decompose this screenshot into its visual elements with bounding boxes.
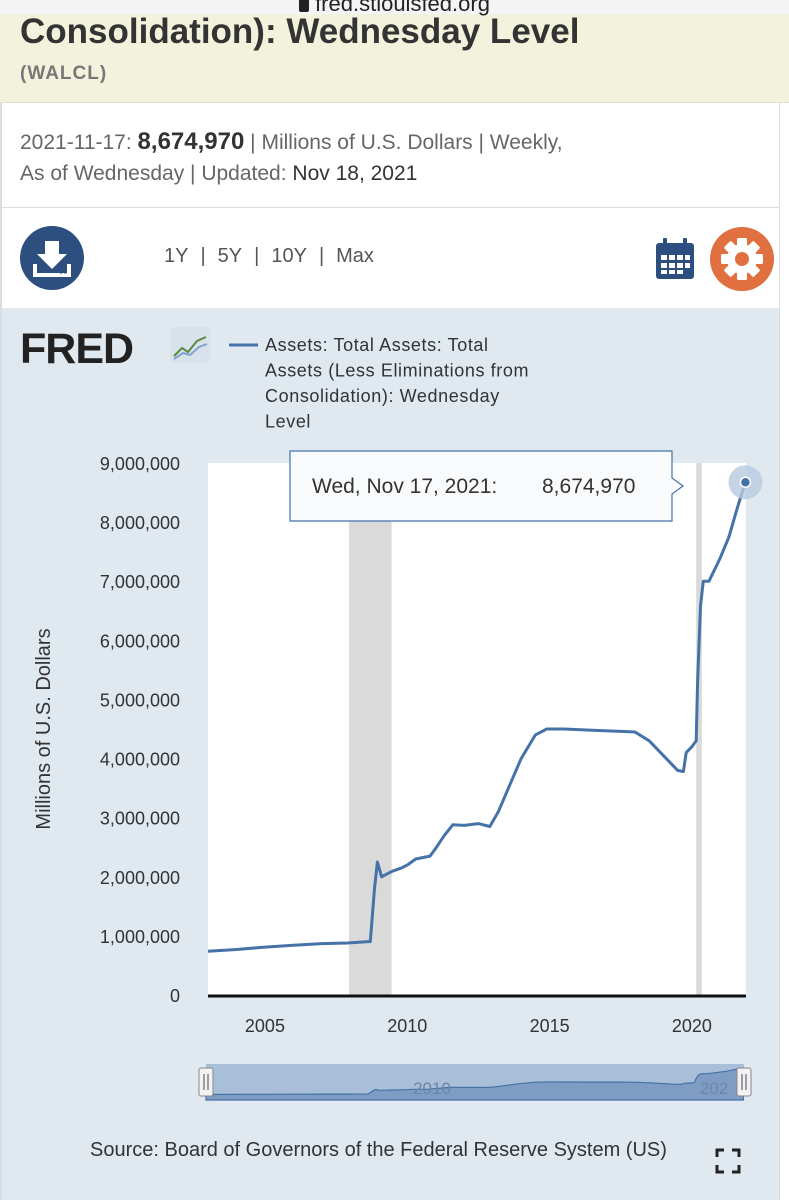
series-title-band: Consolidation): Wednesday Level (WALCL) bbox=[0, 0, 789, 103]
url-text: fred.stlouisfed.org bbox=[315, 0, 490, 16]
series-title: Consolidation): Wednesday Level bbox=[20, 12, 580, 51]
range-10y-button[interactable]: 10Y bbox=[271, 245, 307, 267]
calendar-icon bbox=[656, 238, 694, 279]
series-point-latest bbox=[739, 476, 752, 488]
navigator-handle-right-box bbox=[736, 1067, 752, 1097]
navigator-series bbox=[205, 1067, 745, 1101]
navigator-label: 2010 bbox=[413, 1079, 451, 1098]
source-note: Source: Board of Governors of the Federa… bbox=[90, 1139, 667, 1161]
series-code: (WALCL) bbox=[20, 63, 108, 84]
chart-panel: FRED Assets: Total Assets: Total Assets (… bbox=[2, 308, 779, 1200]
navigator-handle-left-box bbox=[198, 1067, 214, 1097]
navigator-handle-right bbox=[736, 1067, 752, 1097]
browser-url-bar[interactable]: fred.stlouisfed.org bbox=[0, 0, 789, 16]
tooltip-label: Wed, Nov 17, 2021: bbox=[312, 475, 497, 498]
recession-band-0 bbox=[348, 463, 392, 995]
x-tick-label-2: 2015 bbox=[530, 1016, 570, 1036]
y-axis-title: Millions of U.S. Dollars bbox=[33, 628, 55, 829]
navigator-label-2: 202 bbox=[700, 1079, 728, 1098]
y-tick-label-6: 3,000,000 bbox=[100, 809, 180, 829]
legend-line-3: Level bbox=[265, 412, 311, 432]
divider bbox=[2, 207, 779, 208]
y-tick-label-3: 6,000,000 bbox=[100, 631, 180, 651]
as-of-text: As of Wednesday | Updated: bbox=[20, 162, 287, 185]
navigator[interactable]: 2010 202 bbox=[198, 1064, 752, 1101]
fred-chart: FRED Assets: Total Assets: Total Assets (… bbox=[20, 325, 763, 1161]
x-tick-label-0: 2005 bbox=[245, 1016, 285, 1036]
y-tick-label-1: 8,000,000 bbox=[100, 513, 180, 533]
y-tick-label-4: 5,000,000 bbox=[100, 690, 180, 710]
frame-border-left bbox=[0, 103, 2, 1200]
legend-line-0: Assets: Total Assets: Total bbox=[265, 335, 489, 355]
lock-icon bbox=[299, 0, 310, 12]
download-icon bbox=[33, 241, 71, 277]
plot-background bbox=[208, 463, 746, 995]
legend-line-1: Assets (Less Eliminations from bbox=[265, 361, 529, 381]
series-meta: 2021-11-17: 8,674,970 | Millions of U.S.… bbox=[20, 126, 740, 189]
download-button[interactable] bbox=[20, 226, 84, 290]
y-tick-label-8: 1,000,000 bbox=[100, 927, 180, 947]
series-line bbox=[207, 481, 747, 953]
navigator-handle-left bbox=[198, 1067, 214, 1097]
fullscreen-icon bbox=[715, 1148, 741, 1174]
recession-band-1 bbox=[696, 463, 702, 995]
settings-button[interactable] bbox=[710, 227, 774, 291]
y-tick-label-2: 7,000,000 bbox=[100, 572, 180, 592]
tooltip: Wed, Nov 17, 2021: 8,674,970 bbox=[289, 450, 685, 522]
units-frequency: | Millions of U.S. Dollars | Weekly, bbox=[250, 131, 563, 154]
x-tick-label-1: 2010 bbox=[387, 1016, 427, 1036]
tooltip-value: 8,674,970 bbox=[542, 475, 635, 498]
fred-logo-text: FRED bbox=[20, 325, 133, 373]
y-tick-label-5: 4,000,000 bbox=[100, 750, 180, 770]
fullscreen-button[interactable] bbox=[715, 1148, 741, 1174]
gear-icon bbox=[721, 238, 763, 280]
range-max-button[interactable]: Max bbox=[336, 245, 374, 267]
plot-area: 9,000,000 8,000,000 7,000,000 6,000,000 5,00… bbox=[33, 454, 763, 1036]
legend-line-2: Consolidation): Wednesday bbox=[265, 386, 500, 406]
observation-value: 8,674,970 bbox=[137, 128, 245, 155]
calendar-button[interactable] bbox=[654, 237, 696, 281]
frame-border-right bbox=[779, 103, 789, 1200]
observation-date: 2021-11-17: bbox=[20, 131, 132, 154]
y-tick-label-0: 9,000,000 bbox=[100, 454, 180, 474]
y-tick-label-7: 2,000,000 bbox=[100, 868, 180, 888]
legend: Assets: Total Assets: Total Assets (Less … bbox=[265, 335, 529, 432]
updated-date: Nov 18, 2021 bbox=[292, 162, 418, 185]
fred-logo: FRED bbox=[20, 325, 210, 373]
x-tick-label-3: 2020 bbox=[672, 1016, 712, 1036]
range-5y-button[interactable]: 5Y bbox=[217, 245, 243, 267]
trend-graph-icon bbox=[170, 327, 210, 363]
range-1y-button[interactable]: 1Y bbox=[164, 245, 189, 267]
y-tick-label-9: 0 bbox=[170, 986, 180, 1006]
range-selector: 1Y | 5Y | 10Y | Max bbox=[164, 245, 374, 267]
